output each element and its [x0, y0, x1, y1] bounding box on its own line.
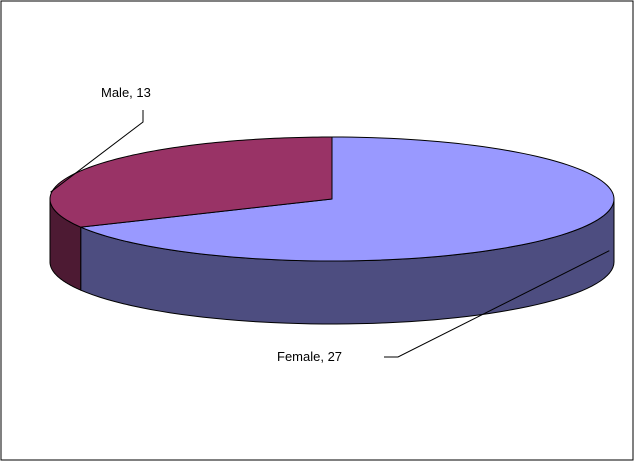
data-label-female: Female, 27: [277, 349, 342, 364]
labels-layer: Male, 13 Female, 27: [101, 85, 342, 364]
slice-female: [80, 136, 615, 262]
slice-male: [49, 136, 333, 228]
leader-line-female: [384, 250, 610, 358]
data-label-male: Male, 13: [101, 85, 151, 100]
slices-layer: [49, 110, 615, 358]
leader-line-male: [50, 110, 144, 193]
